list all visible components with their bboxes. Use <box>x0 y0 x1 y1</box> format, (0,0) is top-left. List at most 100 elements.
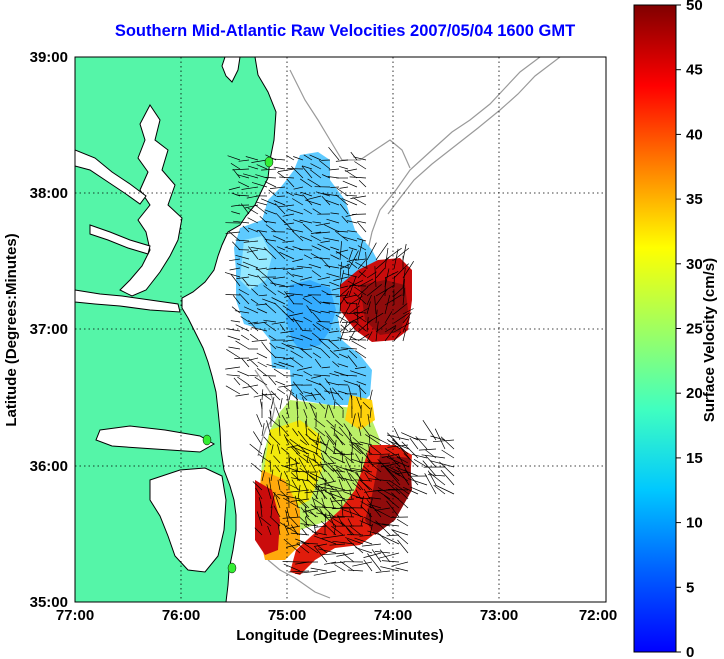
velocity-arrow <box>312 506 337 509</box>
x-axis-label: Longitude (Degrees:Minutes) <box>236 627 444 644</box>
velocity-arrow <box>360 505 373 518</box>
velocity-arrow <box>371 549 382 563</box>
velocity-arrow <box>292 230 304 242</box>
velocity-arrow <box>326 435 335 446</box>
velocity-arrow <box>377 490 391 500</box>
velocity-arrow <box>278 285 295 288</box>
velocity-arrow <box>317 243 331 251</box>
velocity-arrow <box>275 380 286 386</box>
velocity-arrow <box>354 471 364 482</box>
velocity-arrow <box>240 203 250 215</box>
velocity-arrow <box>297 430 310 446</box>
velocity-arrow <box>413 458 428 468</box>
colorbar-tick-label: 10 <box>686 515 703 532</box>
velocity-arrow <box>375 520 391 536</box>
velocity-arrow <box>375 321 379 342</box>
velocity-arrow <box>255 201 268 206</box>
velocity-arrow <box>354 161 367 170</box>
velocity-arrow <box>308 402 317 410</box>
velocity-arrow <box>272 491 281 500</box>
velocity-arrow <box>283 497 301 509</box>
velocity-arrow <box>278 419 281 437</box>
velocity-arrow <box>356 221 367 233</box>
velocity-arrow <box>365 452 371 464</box>
velocity-arrow <box>348 350 358 359</box>
velocity-arrow <box>333 276 349 281</box>
colorbar-tick-label: 35 <box>686 191 703 208</box>
velocity-arrow <box>308 459 317 473</box>
velocity-arrow <box>381 523 400 527</box>
velocity-arrow <box>366 242 377 261</box>
velocity-arrow <box>309 404 317 419</box>
velocity-arrow <box>313 543 328 547</box>
velocity-arrow <box>232 168 241 179</box>
velocity-arrow <box>282 305 295 314</box>
velocity-arrow <box>265 240 277 251</box>
velocity-arrow <box>293 156 304 161</box>
velocity-arrow <box>381 560 400 563</box>
velocity-arrow <box>303 254 313 260</box>
velocity-arrow <box>278 361 295 368</box>
velocity-arrow <box>379 534 400 545</box>
velocity-arrow <box>251 288 259 296</box>
velocity-arrow <box>332 446 344 455</box>
velocity-arrow <box>279 176 295 179</box>
velocity-arrow <box>319 480 337 486</box>
velocity-arrow <box>322 505 335 518</box>
velocity-arrow <box>299 219 313 224</box>
velocity-arrow <box>312 458 328 473</box>
velocity-arrow <box>358 426 362 437</box>
velocity-arrow <box>300 334 313 341</box>
velocity-arrow <box>370 445 382 455</box>
velocity-arrow <box>375 257 390 270</box>
velocity-arrow <box>340 521 355 536</box>
velocity-arrow <box>313 483 328 500</box>
velocity-arrow <box>288 570 310 573</box>
velocity-arrow <box>355 453 362 464</box>
velocity-arrow <box>346 220 358 224</box>
velocity-arrow <box>268 433 281 446</box>
velocity-arrow <box>393 286 404 297</box>
velocity-arrow <box>283 357 295 360</box>
velocity-arrow <box>325 516 346 519</box>
velocity-arrow <box>380 566 400 572</box>
velocity-arrow <box>355 497 373 500</box>
velocity-arrow <box>331 561 346 564</box>
velocity-arrow <box>393 312 410 324</box>
velocity-arrow <box>319 301 331 305</box>
velocity-arrow <box>258 258 268 260</box>
velocity-arrow <box>320 512 337 527</box>
velocity-arrow <box>333 399 336 410</box>
velocity-arrow <box>367 503 382 509</box>
velocity-arrow <box>357 240 363 261</box>
velocity-arrow <box>328 310 340 314</box>
velocity-arrow <box>347 518 353 527</box>
velocity-arrow <box>251 182 268 188</box>
velocity-arrow <box>384 448 401 459</box>
velocity-arrow <box>261 470 266 482</box>
velocity-arrow <box>274 248 286 260</box>
velocity-arrow <box>339 302 341 315</box>
velocity-arrow <box>266 348 277 359</box>
velocity-arrow <box>357 412 362 428</box>
y-tick-label: 37:00 <box>30 321 68 338</box>
velocity-arrow <box>341 215 349 224</box>
velocity-arrow <box>311 270 322 278</box>
velocity-arrow <box>292 381 304 395</box>
velocity-arrow <box>395 466 419 477</box>
velocity-arrow <box>402 316 410 333</box>
velocity-arrow <box>311 444 328 455</box>
velocity-arrow <box>284 291 295 305</box>
velocity-arrow <box>283 538 301 554</box>
velocity-arrow <box>341 198 358 206</box>
velocity-arrow <box>440 469 455 486</box>
velocity-arrow <box>347 230 358 233</box>
velocity-arrow <box>386 456 410 468</box>
velocity-arrow <box>324 491 346 500</box>
map-title: Southern Mid-Atlantic Raw Velocities 200… <box>114 22 576 40</box>
velocity-arrow <box>332 452 346 455</box>
velocity-arrow <box>261 198 277 206</box>
velocity-arrow <box>331 498 355 502</box>
velocity-arrow <box>300 507 310 518</box>
velocity-arrow <box>352 561 373 567</box>
